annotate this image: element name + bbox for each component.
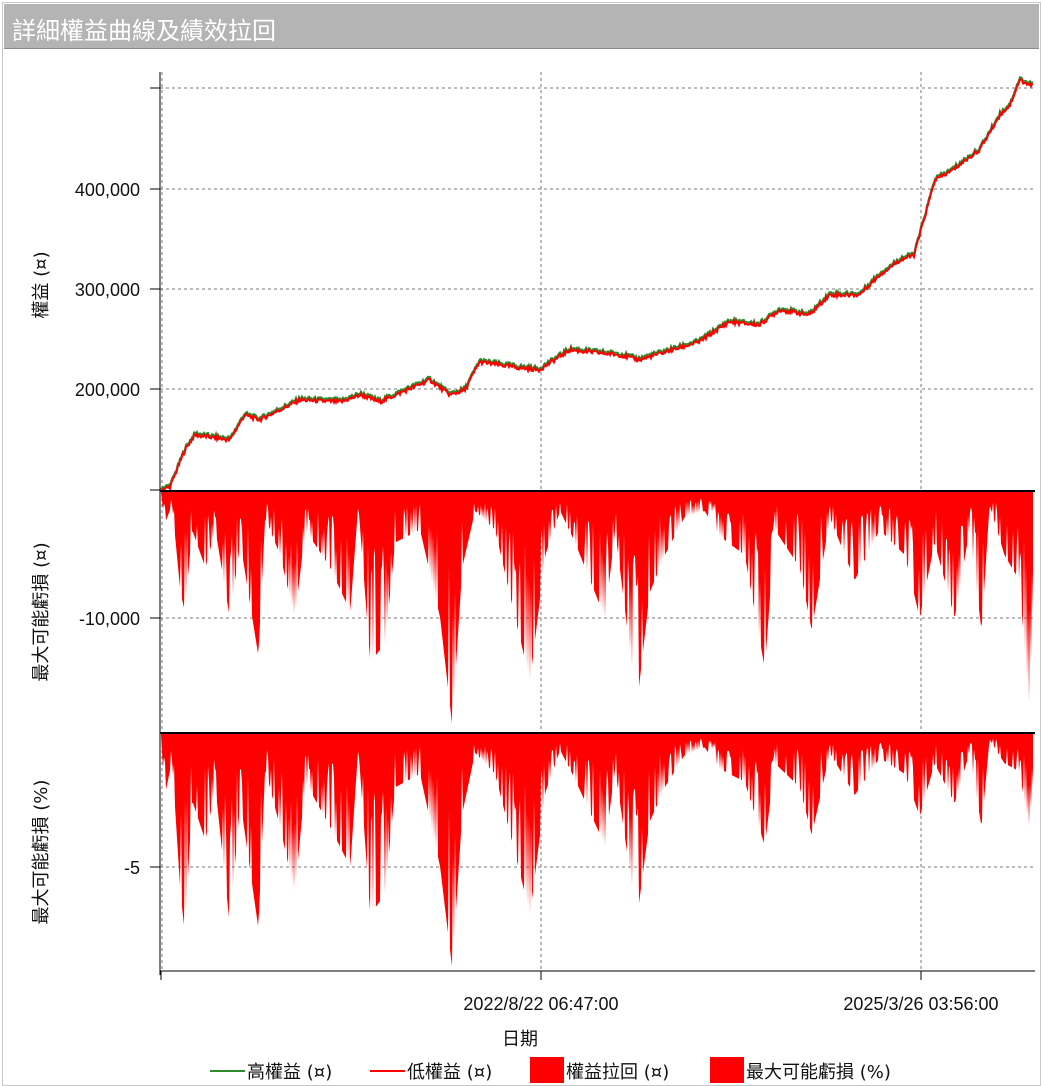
legend-swatch-drawdown	[530, 1057, 564, 1083]
legend-swatch-max-loss-percent	[710, 1057, 744, 1083]
x-tick-label: 2025/3/26 03:56:00	[843, 994, 998, 1014]
x-axis-title: 日期	[502, 1029, 538, 1050]
y-tick-label: 300,000	[75, 280, 140, 300]
legend-label: 低權益 (¤)	[407, 1062, 492, 1083]
y-axis-title-equity: 權益 (¤)	[31, 251, 52, 318]
legend-label: 高權益 (¤)	[247, 1062, 332, 1083]
legend-label: 最大可能虧損 (%)	[746, 1062, 891, 1083]
y-axis-title-drawdown-amount: 最大可能虧損 (¤)	[31, 542, 52, 681]
y-tick-label: -5	[124, 858, 140, 878]
y-tick-label: 200,000	[75, 380, 140, 400]
drawdown-amount-area	[161, 492, 1033, 724]
legend-label: 權益拉回 (¤)	[566, 1062, 669, 1083]
y-axis-title-drawdown-percent: 最大可能虧損 (%)	[31, 780, 52, 925]
series-line-low-equity	[160, 77, 1034, 494]
title-bar: 詳細權益曲線及績效拉回	[4, 4, 1039, 49]
legend: 高權益 (¤) 低權益 (¤) 權益拉回 (¤) 最大可能虧損 (%)	[210, 1057, 891, 1083]
series-line-high-equity	[160, 75, 1034, 492]
y-tick-label: 400,000	[75, 180, 140, 200]
drawdown-percent-area	[161, 734, 1033, 967]
y-tick-label: -10,000	[79, 609, 140, 629]
window-title: 詳細權益曲線及績效拉回	[12, 17, 276, 45]
x-tick-label: 2022/8/22 06:47:00	[463, 994, 618, 1014]
